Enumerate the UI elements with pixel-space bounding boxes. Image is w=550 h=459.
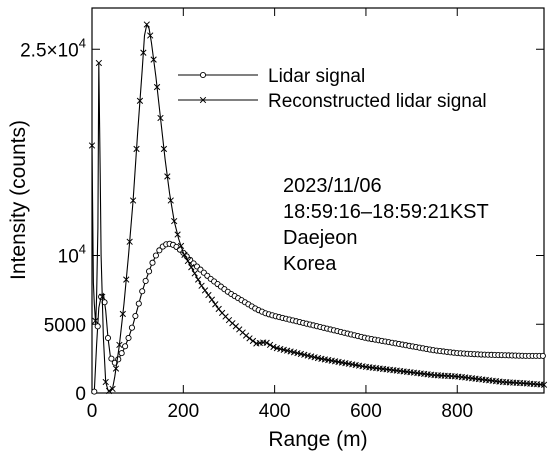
data-point (201, 287, 209, 294)
legend-marker (199, 71, 207, 79)
data-point (109, 385, 116, 393)
data-point (105, 387, 113, 395)
data-point (198, 282, 205, 289)
y-tick-label-base: 0 (75, 384, 86, 405)
data-point (157, 114, 164, 122)
data-point (94, 323, 101, 330)
data-point (194, 276, 202, 283)
data-point (139, 288, 146, 295)
data-point (146, 268, 153, 275)
x-tick-label: 400 (259, 401, 291, 422)
data-point (92, 317, 99, 324)
data-point (188, 264, 195, 271)
data-point (212, 301, 219, 308)
annotation-line: 18:59:16–18:59:21KST (283, 201, 489, 223)
data-point (149, 259, 156, 266)
data-point (171, 217, 178, 225)
data-point (164, 173, 171, 180)
data-point (143, 21, 150, 28)
y-tick-label-base: 10 (58, 247, 79, 268)
data-point (205, 291, 212, 299)
x-tick-label: 200 (167, 401, 199, 422)
data-point (156, 247, 163, 254)
data-point (263, 339, 270, 346)
data-point (266, 341, 274, 349)
data-point (112, 365, 120, 372)
annotation-block: 2023/11/06 18:59:16–18:59:21KST Daejeon Kor… (283, 175, 489, 275)
y-tick-label-exponent: 4 (79, 242, 86, 257)
annotation-line: 2023/11/06 (283, 175, 382, 197)
data-point (249, 337, 257, 345)
legend-label: Reconstructed lidar signal (268, 91, 487, 112)
data-point (246, 335, 253, 342)
data-point (133, 145, 140, 153)
series-layer (88, 21, 548, 395)
series-2 (88, 21, 548, 395)
data-point (153, 83, 161, 91)
data-point (95, 59, 103, 67)
data-point (539, 352, 546, 359)
data-point (118, 350, 125, 357)
y-tick-label-exponent: 4 (79, 35, 86, 50)
x-tick-label: 600 (350, 401, 382, 422)
data-point (88, 142, 96, 149)
data-point (270, 343, 277, 351)
data-point (540, 381, 548, 388)
data-point (104, 334, 112, 342)
data-point (177, 242, 185, 250)
y-axis-label: Intensity (counts) (7, 120, 30, 280)
y-tick-label: 5000 (44, 315, 86, 336)
data-point (150, 56, 157, 63)
data-point (184, 257, 192, 265)
data-point (91, 388, 98, 395)
data-point (116, 341, 123, 349)
legend: Lidar signal Reconstructed lidar signal (178, 66, 487, 112)
data-point (191, 270, 198, 277)
y-tick-label: 0 (75, 384, 86, 405)
annotation-line: Korea (283, 253, 337, 275)
y-tick-label: 2.5×104 (20, 35, 86, 61)
y-tick-label-base: 2.5×10 (20, 40, 79, 61)
data-point (123, 276, 130, 283)
x-axis-label: Range (m) (268, 428, 367, 451)
y-tick-label: 104 (58, 242, 86, 268)
data-point (128, 324, 135, 331)
series-line (91, 22, 545, 393)
y-tick-label-base: 5000 (44, 315, 86, 336)
data-point (132, 312, 139, 320)
legend-label: Lidar signal (268, 66, 365, 87)
annotation-line: Daejeon (283, 227, 358, 249)
series-1 (91, 240, 546, 395)
data-point (160, 145, 168, 153)
data-point (181, 251, 188, 258)
data-point (99, 293, 106, 300)
x-tick-label: 800 (441, 401, 473, 422)
data-point (208, 296, 216, 303)
data-point (129, 197, 137, 204)
plot-frame (91, 7, 545, 394)
data-point (142, 277, 149, 284)
data-point (122, 343, 129, 350)
legend-marker (199, 96, 207, 104)
data-point (135, 300, 142, 307)
data-point (102, 378, 109, 386)
data-point (152, 252, 159, 259)
x-axis-ticks: 0 200 400 600 800 (87, 8, 473, 422)
x-tick-label: 0 (87, 401, 98, 422)
data-point (108, 355, 115, 362)
data-point (119, 310, 126, 318)
data-point (174, 231, 181, 238)
data-point (147, 32, 154, 39)
data-point (115, 356, 122, 363)
data-point (136, 97, 144, 104)
data-point (125, 334, 132, 342)
data-point (140, 49, 147, 56)
data-point (126, 238, 133, 245)
data-point (167, 197, 174, 204)
